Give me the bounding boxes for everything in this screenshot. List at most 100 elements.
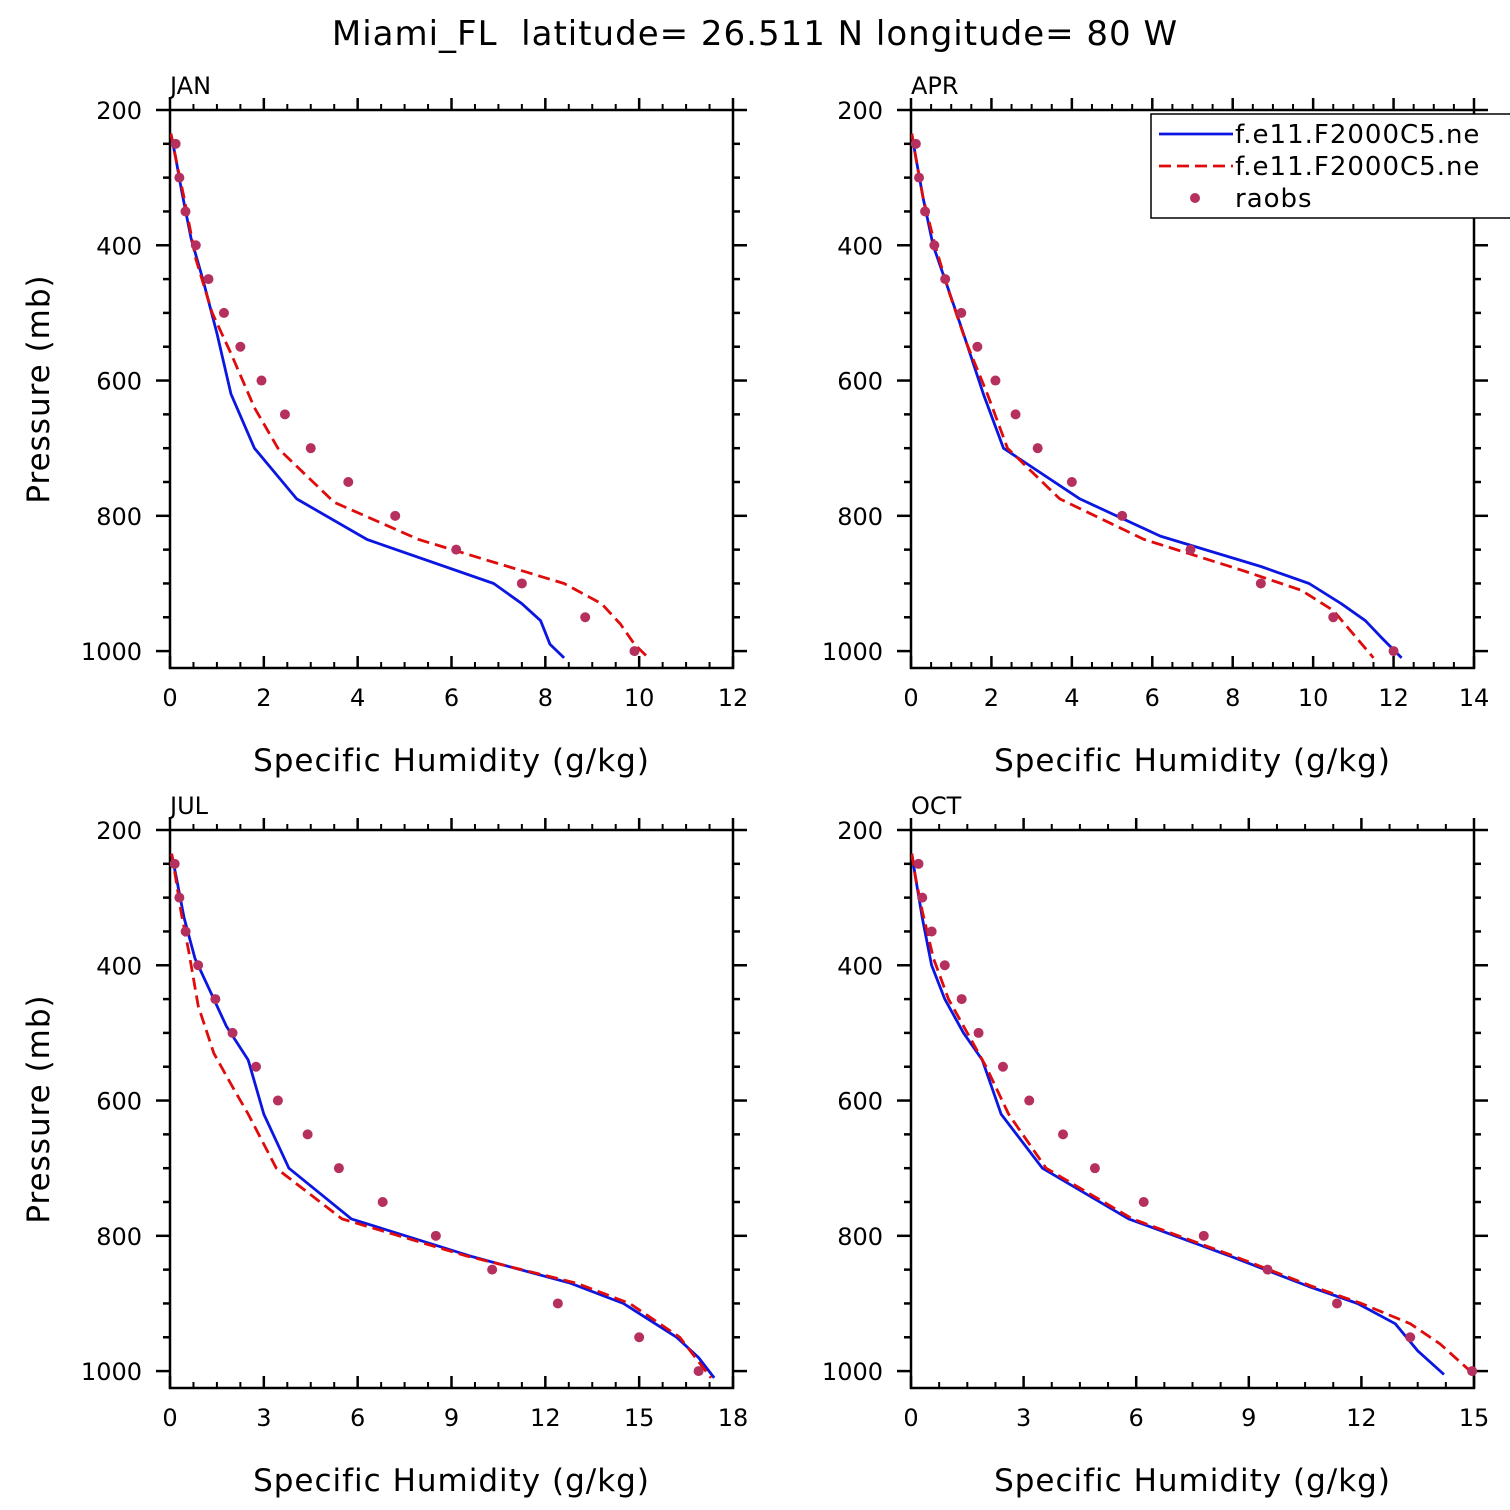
panel-title: JAN bbox=[168, 72, 211, 100]
x-tick-label: 12 bbox=[1378, 684, 1409, 712]
legend-marker bbox=[1190, 193, 1200, 203]
raobs-point bbox=[629, 646, 640, 657]
y-tick-label: 200 bbox=[96, 817, 142, 845]
raobs-point bbox=[911, 138, 921, 149]
y-tick-label: 400 bbox=[96, 232, 142, 260]
raobs-point bbox=[914, 172, 925, 183]
raobs-point bbox=[939, 960, 950, 971]
panel-title: OCT bbox=[911, 792, 962, 820]
raobs-point bbox=[1117, 510, 1128, 521]
y-tick-label: 600 bbox=[837, 1088, 883, 1116]
raobs-point bbox=[279, 409, 290, 420]
raobs-point bbox=[377, 1197, 388, 1207]
raobs-point bbox=[256, 375, 267, 386]
x-tick-label: 6 bbox=[444, 684, 459, 712]
y-tick-label: 200 bbox=[96, 97, 142, 125]
y-tick-label: 800 bbox=[837, 503, 883, 531]
raobs-point bbox=[929, 240, 940, 251]
legend-label: f.e11.F2000C5.ne bbox=[1235, 120, 1480, 150]
plot-area bbox=[170, 133, 650, 659]
raobs-point bbox=[1024, 1095, 1035, 1106]
raobs-point bbox=[193, 960, 204, 971]
y-tick-label: 200 bbox=[837, 817, 883, 845]
model-line-dashed bbox=[170, 133, 650, 659]
legend-box bbox=[1150, 113, 1510, 219]
y-axis-label: Pressure (mb) bbox=[21, 994, 57, 1223]
y-tick-label: 1000 bbox=[822, 1358, 883, 1386]
y-tick-label: 800 bbox=[96, 1223, 142, 1251]
model-line-solid bbox=[170, 853, 716, 1379]
raobs-point bbox=[997, 1061, 1008, 1072]
x-axis-label: Specific Humidity (g/kg) bbox=[253, 743, 650, 779]
x-tick-label: 8 bbox=[1225, 684, 1240, 712]
x-tick-label: 3 bbox=[256, 1404, 271, 1432]
x-tick-label: 6 bbox=[350, 1404, 365, 1432]
y-tick-label: 600 bbox=[96, 368, 142, 396]
plot-area bbox=[911, 133, 1403, 659]
raobs-point bbox=[174, 172, 185, 183]
raobs-point bbox=[1066, 477, 1077, 487]
plot-frame bbox=[168, 108, 735, 670]
y-tick-label: 600 bbox=[837, 368, 883, 396]
x-tick-label: 4 bbox=[350, 684, 365, 712]
raobs-point bbox=[1089, 1163, 1100, 1174]
chart-panel-apr: APR 0 2 4 6 8 10 12 14 200 400 600 800 1000 Specific H… bbox=[822, 72, 1489, 779]
chart-panel-jan: JAN 0 2 4 6 8 10 12 200 400 600 800 1000 Specific Hum… bbox=[21, 72, 748, 779]
y-tick-label: 1000 bbox=[81, 638, 142, 666]
raobs-point bbox=[390, 510, 401, 521]
x-tick-label: 0 bbox=[903, 1404, 918, 1432]
plot-frame bbox=[168, 828, 735, 1390]
legend-label: raobs bbox=[1235, 184, 1313, 214]
x-tick-label: 9 bbox=[444, 1404, 459, 1432]
x-axis-label: Specific Humidity (g/kg) bbox=[994, 1463, 1391, 1499]
raobs-point bbox=[1467, 1366, 1478, 1377]
legend-label: f.e11.F2000C5.ne bbox=[1235, 152, 1480, 182]
raobs-point bbox=[487, 1264, 498, 1275]
raobs-point bbox=[430, 1230, 441, 1241]
model-line-solid bbox=[911, 853, 1445, 1376]
raobs-point bbox=[235, 341, 246, 352]
y-tick-label: 800 bbox=[96, 503, 142, 531]
model-line-solid bbox=[170, 133, 566, 659]
raobs-point bbox=[973, 1027, 984, 1038]
raobs-point bbox=[302, 1129, 313, 1140]
x-tick-label: 12 bbox=[718, 684, 749, 712]
x-tick-label: 0 bbox=[162, 684, 177, 712]
raobs-point bbox=[940, 274, 951, 285]
y-tick-label: 1000 bbox=[822, 638, 883, 666]
raobs-point bbox=[1388, 646, 1399, 657]
x-axis-label: Specific Humidity (g/kg) bbox=[253, 1463, 650, 1499]
x-tick-label: 15 bbox=[624, 1404, 655, 1432]
x-tick-label: 2 bbox=[256, 684, 271, 712]
raobs-point bbox=[190, 240, 201, 251]
y-tick-label: 400 bbox=[837, 232, 883, 260]
y-tick-label: 400 bbox=[96, 952, 142, 980]
raobs-point bbox=[917, 892, 928, 903]
plot-frame bbox=[909, 828, 1476, 1390]
raobs-point bbox=[333, 1163, 344, 1174]
raobs-point bbox=[1058, 1129, 1069, 1140]
raobs-point bbox=[693, 1366, 704, 1377]
raobs-point bbox=[920, 206, 931, 217]
chart-panel-oct: OCT 0 3 6 9 12 15 200 400 600 800 1000 Specific Humi… bbox=[822, 792, 1489, 1499]
x-tick-label: 12 bbox=[530, 1404, 561, 1432]
raobs-point bbox=[203, 274, 214, 285]
raobs-point bbox=[451, 544, 462, 555]
raobs-point bbox=[1010, 409, 1021, 420]
y-tick-label: 200 bbox=[837, 97, 883, 125]
x-tick-label: 0 bbox=[162, 1404, 177, 1432]
raobs-point bbox=[1032, 443, 1043, 454]
raobs-point bbox=[210, 994, 221, 1005]
x-tick-label: 8 bbox=[538, 684, 553, 712]
raobs-point bbox=[913, 858, 924, 869]
x-tick-label: 10 bbox=[624, 684, 655, 712]
raobs-point bbox=[634, 1332, 645, 1343]
raobs-point bbox=[227, 1027, 238, 1038]
model-line-solid bbox=[911, 133, 1403, 659]
raobs-point bbox=[1262, 1264, 1273, 1275]
raobs-point bbox=[926, 926, 937, 937]
raobs-point bbox=[1405, 1332, 1416, 1343]
x-tick-label: 15 bbox=[1459, 1404, 1490, 1432]
raobs-point bbox=[170, 858, 180, 869]
